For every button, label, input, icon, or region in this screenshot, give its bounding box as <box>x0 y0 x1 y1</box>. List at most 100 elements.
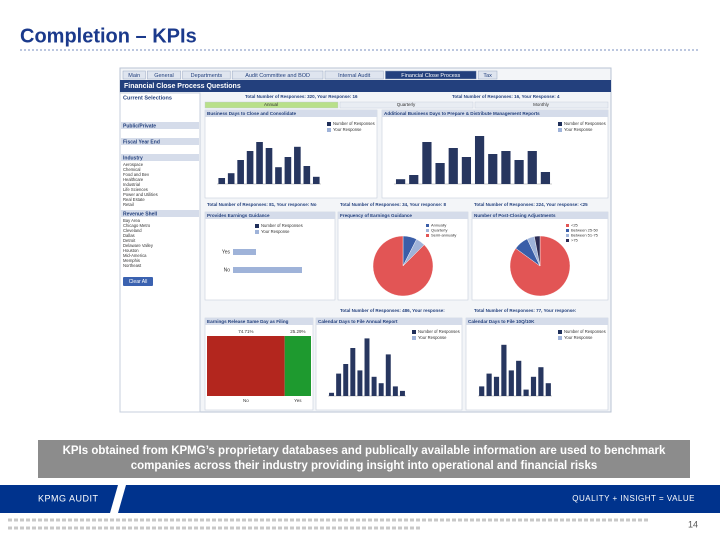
filter-item[interactable]: Northeast <box>123 263 142 268</box>
bar <box>530 376 537 396</box>
panel-title: Calendar Days to File Annual Report <box>318 319 398 324</box>
pie-slice <box>372 235 434 297</box>
tab[interactable] <box>147 70 181 80</box>
tab[interactable] <box>182 70 231 80</box>
period-tab-label[interactable]: Annual <box>264 102 278 107</box>
filter-item[interactable]: Food and Bev <box>123 172 150 177</box>
bar <box>265 148 273 184</box>
tab-label[interactable]: Internal Audit <box>338 73 371 79</box>
filter-item[interactable]: Memphis <box>123 258 140 263</box>
legend-swatch <box>327 122 331 126</box>
filter-item[interactable]: Bay Area <box>123 218 141 223</box>
filter-item[interactable]: Mid-America <box>123 253 147 258</box>
period-tab[interactable] <box>339 101 474 109</box>
tab-label[interactable]: Tax <box>483 73 492 79</box>
bar <box>227 173 235 184</box>
filter-item[interactable]: Aerospace <box>123 162 144 167</box>
filter-item[interactable]: Detroit <box>123 238 136 243</box>
tab[interactable] <box>324 70 384 80</box>
bar <box>218 178 226 184</box>
legend-swatch <box>255 224 259 228</box>
filter-item[interactable]: Retail <box>123 202 134 207</box>
legend-swatch <box>426 234 429 237</box>
tab[interactable] <box>385 70 477 80</box>
bar <box>385 354 391 396</box>
tab-label[interactable]: Financial Close Process <box>401 73 460 79</box>
filter-item[interactable]: Dallas <box>123 233 135 238</box>
stacked-segment <box>207 336 285 396</box>
bar <box>343 364 349 396</box>
legend-swatch <box>566 239 569 242</box>
footer-tagline: QUALITY + INSIGHT = VALUE <box>572 494 695 503</box>
filter-item[interactable]: Chemical <box>123 167 141 172</box>
filter-item[interactable]: Life Sciences <box>123 187 148 192</box>
period-tab-label[interactable]: Quarterly <box>397 102 416 107</box>
legend-label: Number of Responses <box>261 223 303 228</box>
legend-label: Annually <box>431 223 446 228</box>
bar <box>501 344 507 396</box>
period-tab[interactable] <box>204 101 339 109</box>
tab-label[interactable]: Main <box>128 73 140 79</box>
bar <box>233 249 256 255</box>
legend-label: Number of Responses <box>564 121 606 126</box>
tab-label[interactable]: General <box>154 73 174 79</box>
panel-title-bar <box>382 110 608 117</box>
bar <box>395 179 406 184</box>
filter-item[interactable]: Delaware Valley <box>123 243 154 248</box>
value-label: 74.71% <box>238 329 253 334</box>
bar <box>399 390 405 396</box>
panel-title-bar <box>466 318 608 325</box>
bar <box>246 151 254 184</box>
tab[interactable] <box>477 70 498 80</box>
footer-brand: KPMG AUDIT <box>38 493 99 503</box>
legend-swatch <box>255 230 259 234</box>
panel-title-bar <box>205 318 313 325</box>
legend-swatch <box>558 128 562 132</box>
filter-item[interactable]: Houston <box>123 248 139 253</box>
bar <box>371 376 377 396</box>
legend-swatch <box>558 122 562 126</box>
legend-label: Quarterly <box>431 228 447 233</box>
bar <box>493 376 500 396</box>
bar <box>516 360 522 396</box>
legend-label: Number of Responses <box>418 329 460 334</box>
summary: Total Number of Responses: 486, Your res… <box>340 308 445 313</box>
tab-label[interactable]: Departments <box>191 73 223 79</box>
filter-item[interactable]: Chicago Metro <box>123 223 151 228</box>
filter-item[interactable]: Real Estate <box>123 197 145 202</box>
tab-label[interactable]: Audit Committee and BOD <box>245 73 310 79</box>
dashboard-heading-bar <box>120 80 611 92</box>
bar <box>448 148 458 184</box>
panel-title-bar <box>472 212 608 219</box>
filter-item[interactable]: Industrial <box>123 182 140 187</box>
filter-item[interactable]: Cleveland <box>123 228 142 233</box>
period-tab[interactable] <box>474 101 609 109</box>
filter-label: Industry <box>123 155 143 161</box>
legend-swatch <box>566 229 569 232</box>
legend-label: Your Response <box>261 229 290 234</box>
period-tab-label[interactable]: Monthly <box>533 102 550 107</box>
bar <box>527 151 537 184</box>
slide-title: Completion – KPIs <box>20 25 197 47</box>
bar-category: No <box>224 267 231 273</box>
bar <box>275 167 282 184</box>
legend-swatch <box>412 330 416 334</box>
summary: Total Number of Responses: 320, Your Res… <box>245 94 358 99</box>
filter-label: Revenue Shell <box>123 211 158 217</box>
footer-slash <box>110 485 126 513</box>
panel-title: Number of Post-Closing Adjustments <box>474 213 556 218</box>
clear-button[interactable] <box>123 277 153 286</box>
filter-item[interactable]: Healthcare <box>123 177 144 182</box>
clear-button-label[interactable]: Clear All <box>129 279 148 285</box>
bar <box>392 386 398 396</box>
legend-label: Your Response <box>418 335 447 340</box>
filter-item[interactable]: Power and Utilities <box>123 192 158 197</box>
legend-swatch <box>426 229 429 232</box>
tab[interactable] <box>122 70 146 80</box>
bar <box>409 175 419 184</box>
bar <box>538 367 544 396</box>
bar <box>479 386 485 396</box>
tab[interactable] <box>231 70 324 80</box>
panel-title: Provides Earnings Guidance <box>207 213 270 218</box>
bar-category: Yes <box>222 249 231 255</box>
